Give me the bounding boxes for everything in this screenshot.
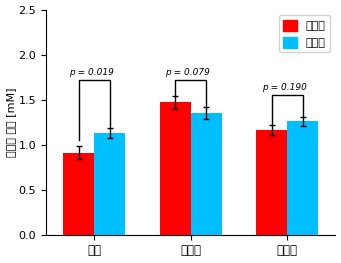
Text: p = 0.190: p = 0.190 [262, 83, 307, 92]
Bar [160, 102, 191, 235]
Y-axis label: 타우린 농도 [mM]: 타우린 농도 [mM] [5, 87, 16, 157]
Bar [94, 133, 125, 235]
Bar [191, 113, 222, 235]
Legend: 우울증, 일반인: 우울증, 일반인 [279, 15, 330, 52]
Bar [63, 153, 94, 235]
Text: p = 0.079: p = 0.079 [165, 68, 210, 77]
Bar [287, 121, 318, 235]
Text: p = 0.019: p = 0.019 [69, 68, 114, 77]
Bar [256, 130, 287, 235]
